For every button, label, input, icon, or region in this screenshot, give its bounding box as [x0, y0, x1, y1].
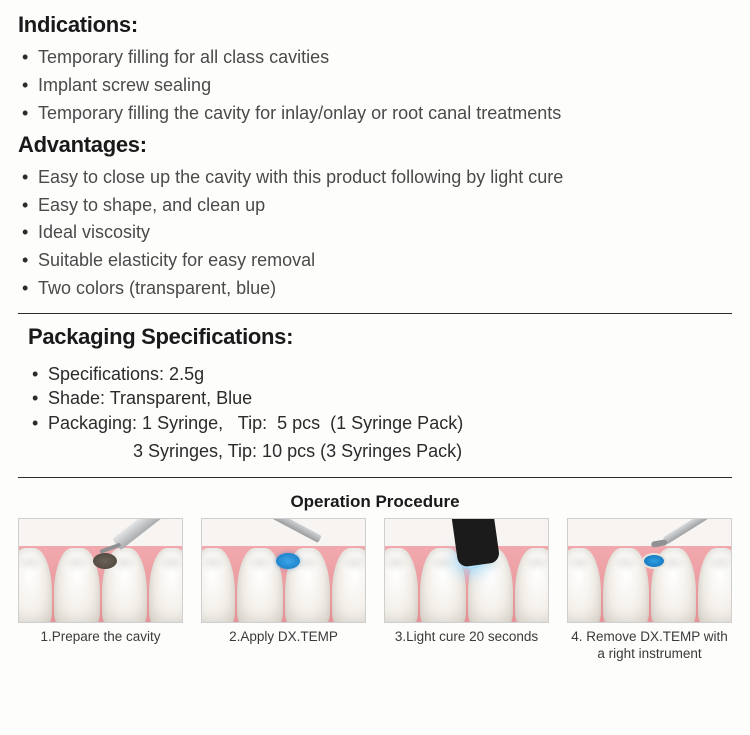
step-thumbnail [567, 518, 732, 623]
list-item: Ideal viscosity [22, 219, 732, 247]
list-item: Shade: Transparent, Blue [32, 386, 732, 410]
packaging-continuation: 3 Syringes, Tip: 10 pcs (3 Syringes Pack… [18, 439, 732, 463]
procedure-steps: 1.Prepare the cavity 2.Apply DX.TEMP 3.L… [18, 518, 732, 663]
procedure-step: 2.Apply DX.TEMP [201, 518, 366, 663]
list-item: Easy to close up the cavity with this pr… [22, 164, 732, 192]
procedure-step: 3.Light cure 20 seconds [384, 518, 549, 663]
step-caption: 4. Remove DX.TEMP with a right instrumen… [567, 629, 732, 663]
step-caption: 1.Prepare the cavity [40, 629, 160, 646]
packaging-list: Specifications: 2.5g Shade: Transparent,… [18, 362, 732, 435]
divider [18, 477, 732, 478]
curing-light-icon [452, 518, 501, 568]
step-caption: 2.Apply DX.TEMP [229, 629, 338, 646]
list-item: Temporary filling the cavity for inlay/o… [22, 100, 732, 128]
indications-heading: Indications: [18, 12, 732, 38]
divider [18, 313, 732, 314]
removal-instrument-icon [663, 518, 732, 545]
step-thumbnail [201, 518, 366, 623]
list-item: Implant screw sealing [22, 72, 732, 100]
list-item: Specifications: 2.5g [32, 362, 732, 386]
procedure-step: 4. Remove DX.TEMP with a right instrumen… [567, 518, 732, 663]
applicator-icon [256, 518, 322, 543]
list-item: Temporary filling for all class cavities [22, 44, 732, 72]
dental-probe-icon [112, 518, 183, 550]
procedure-heading: Operation Procedure [18, 492, 732, 512]
step-thumbnail [18, 518, 183, 623]
list-item: Easy to shape, and clean up [22, 192, 732, 220]
packaging-heading: Packaging Specifications: [28, 324, 732, 350]
step-caption: 3.Light cure 20 seconds [395, 629, 538, 646]
advantages-heading: Advantages: [18, 132, 732, 158]
advantages-list: Easy to close up the cavity with this pr… [18, 164, 732, 303]
list-item: Packaging: 1 Syringe, Tip: 5 pcs (1 Syri… [32, 411, 732, 435]
step-thumbnail [384, 518, 549, 623]
procedure-step: 1.Prepare the cavity [18, 518, 183, 663]
list-item: Suitable elasticity for easy removal [22, 247, 732, 275]
indications-list: Temporary filling for all class cavities… [18, 44, 732, 128]
list-item: Two colors (transparent, blue) [22, 275, 732, 303]
